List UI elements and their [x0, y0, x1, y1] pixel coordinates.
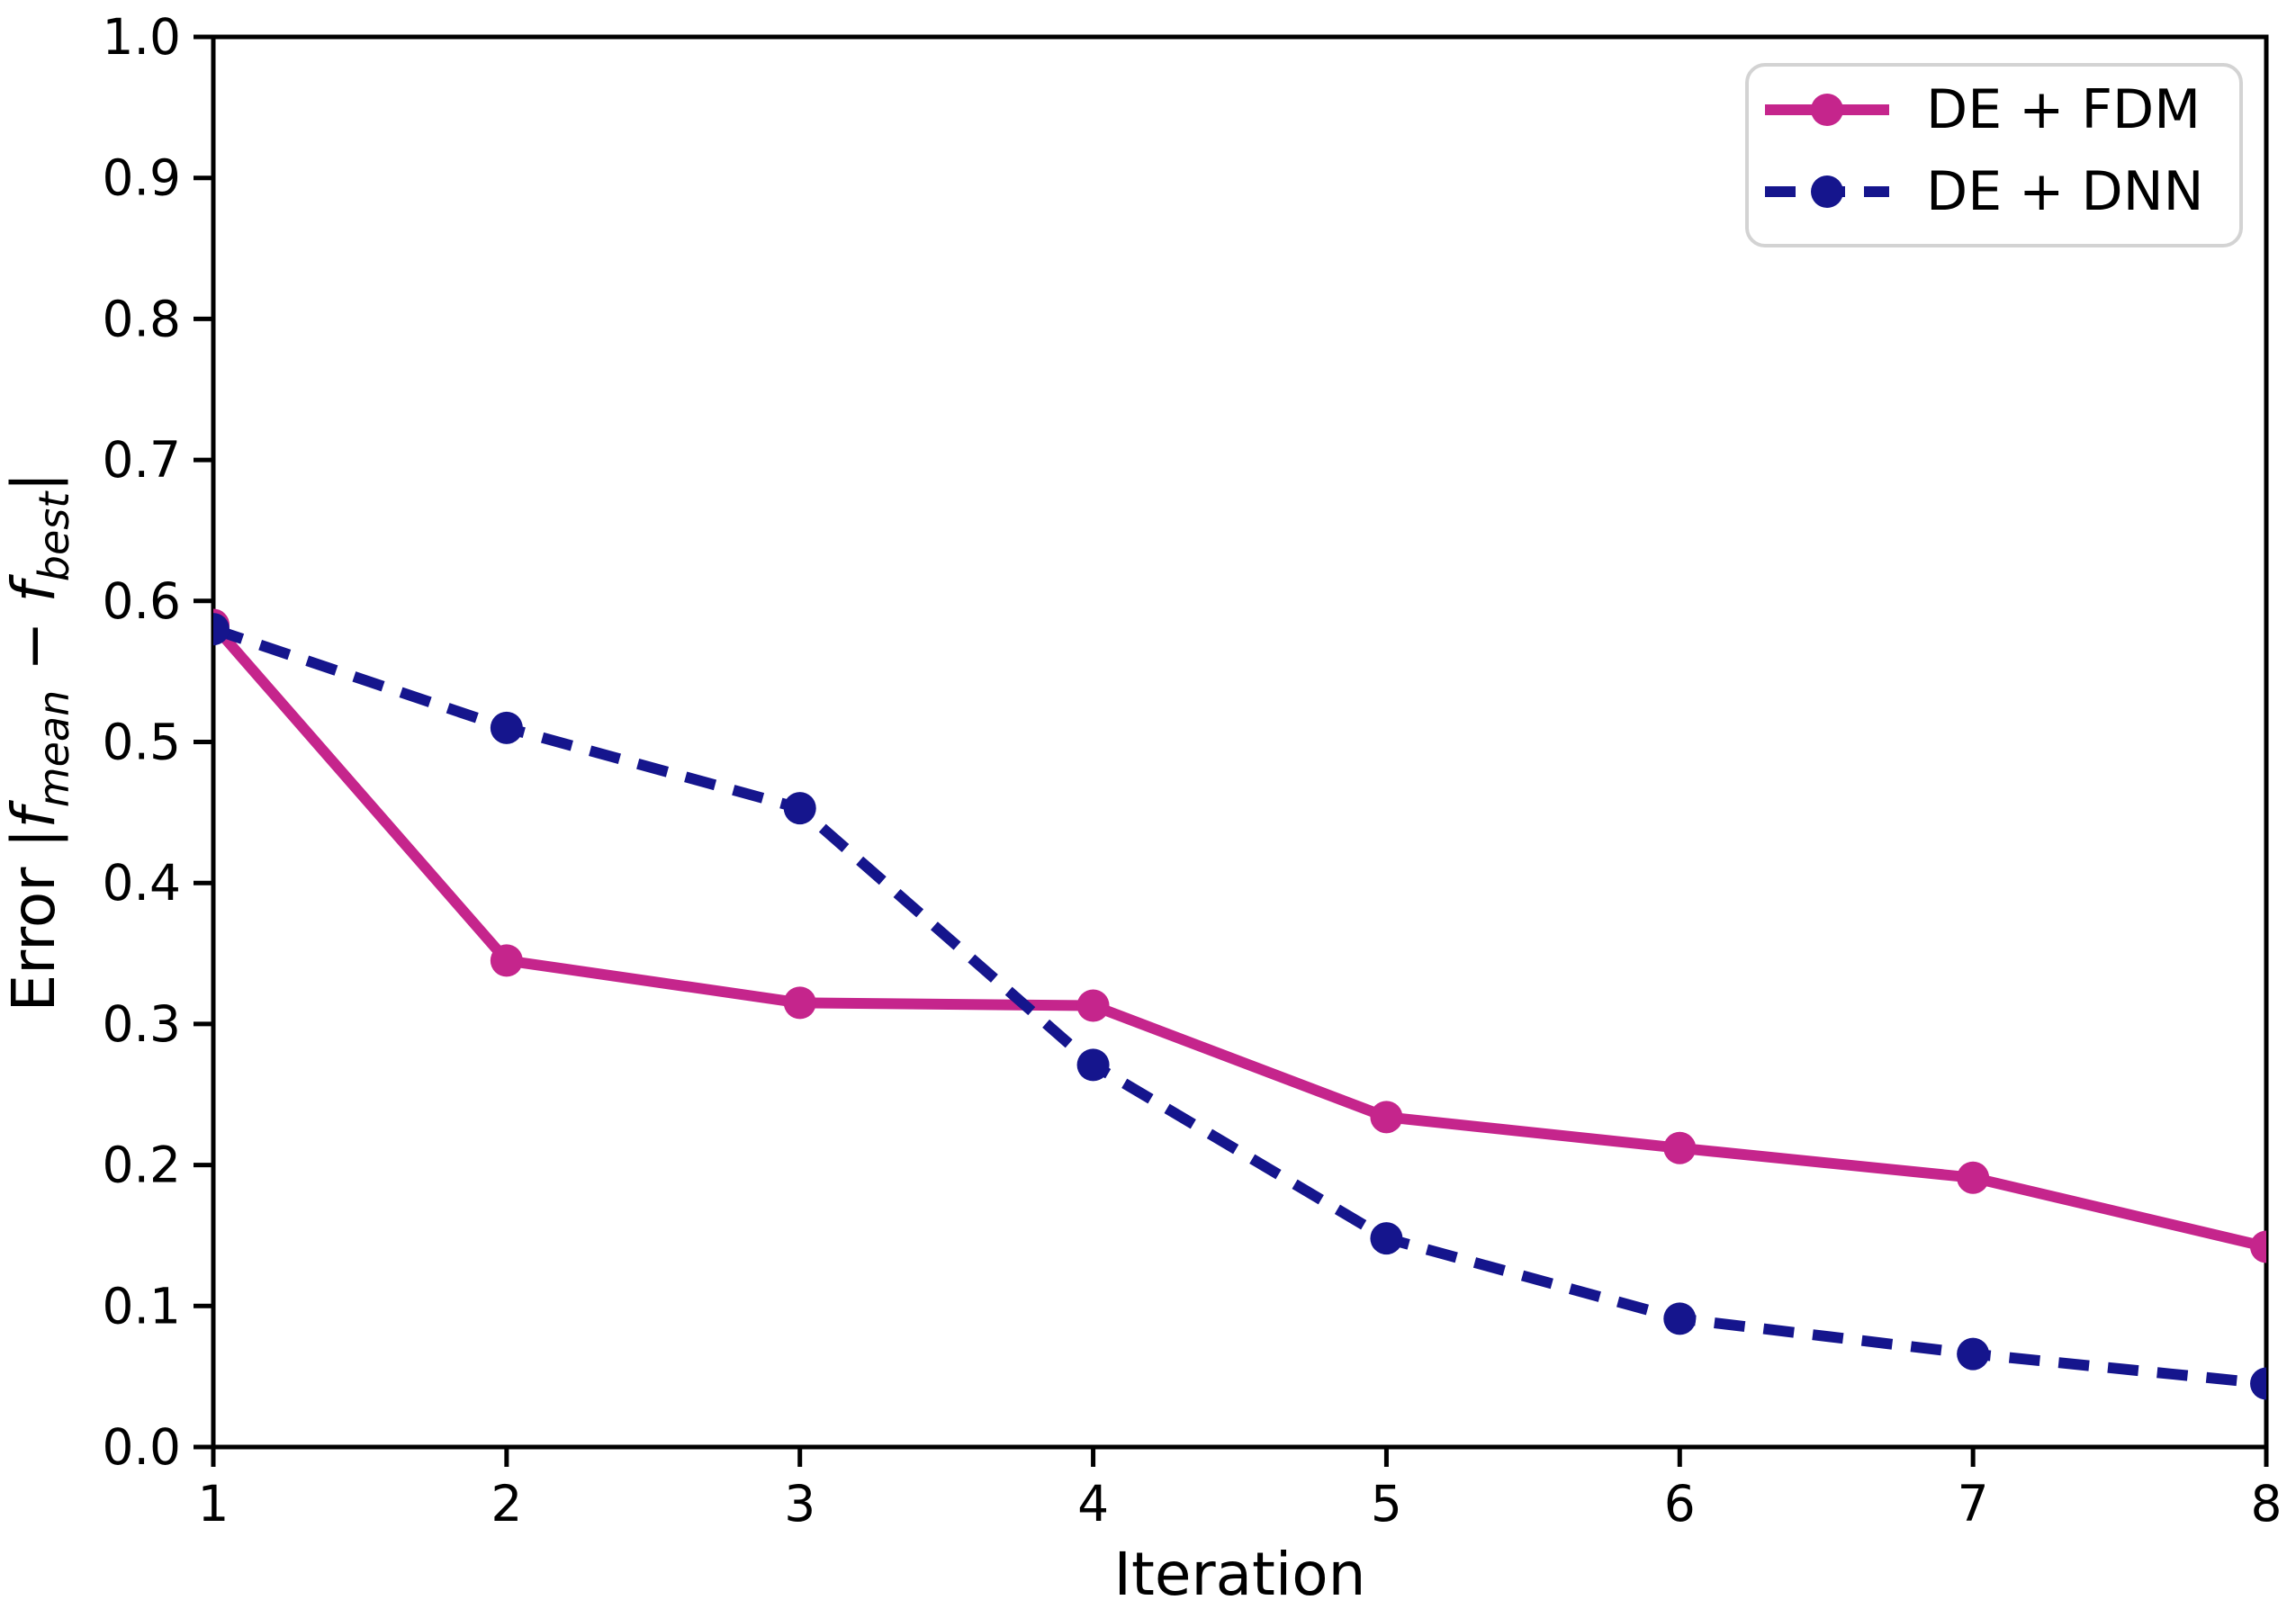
- y-tick-label: 0.3: [103, 995, 181, 1053]
- x-tick-label: 1: [198, 1475, 230, 1533]
- plot-area: [213, 608, 2266, 1400]
- data-point-de-fdm: [1370, 1101, 1403, 1134]
- data-point-de-fdm: [1957, 1161, 1990, 1194]
- y-tick-label: 1.0: [103, 8, 181, 66]
- data-point-de-dnn: [490, 711, 523, 744]
- x-tick-label: 7: [1958, 1475, 1989, 1533]
- data-point-de-fdm: [490, 944, 523, 977]
- legend-item: DE + DNN: [1765, 160, 2204, 223]
- data-point-de-dnn: [2250, 1367, 2266, 1400]
- x-tick-label: 5: [1371, 1475, 1402, 1533]
- y-tick-label: 0.9: [103, 149, 181, 207]
- legend: DE + FDM DE + DNN: [1745, 63, 2243, 247]
- y-tick-label: 0.0: [103, 1418, 181, 1476]
- data-point-de-fdm: [1663, 1131, 1697, 1164]
- y-tick-label: 0.2: [103, 1137, 181, 1194]
- y-tick-label: 0.1: [103, 1277, 181, 1335]
- legend-item: DE + FDM: [1765, 78, 2201, 141]
- legend-marker: [1811, 175, 1843, 208]
- x-tick-label: 3: [784, 1475, 815, 1533]
- data-point-de-dnn: [1076, 1048, 1110, 1082]
- legend-marker: [1811, 94, 1843, 126]
- data-point-de-fdm: [1076, 989, 1110, 1022]
- x-axis-label: Iteration: [1114, 1540, 1366, 1609]
- y-tick-label: 0.7: [103, 431, 181, 489]
- data-point-de-dnn: [1957, 1337, 1990, 1371]
- y-tick-label: 0.5: [103, 714, 181, 771]
- x-tick-label: 2: [491, 1475, 522, 1533]
- x-tick-label: 4: [1077, 1475, 1109, 1533]
- y-axis: 0.0 0.1 0.2 0.3 0.4 0.5 0.6 0.7 0.8 0.9 1.0: [103, 8, 213, 1476]
- x-axis: 1 2 3 4 5 6 7 8: [198, 1447, 2282, 1533]
- y-tick-label: 0.8: [103, 290, 181, 347]
- data-point-de-fdm: [2250, 1230, 2266, 1263]
- legend-label: DE + FDM: [1926, 78, 2201, 141]
- axes-spines: [211, 34, 2269, 1450]
- series-markers-de-fdm: [213, 608, 2266, 1263]
- data-point-de-dnn: [783, 792, 816, 825]
- series-line-de-dnn: [213, 624, 2266, 1389]
- data-point-de-dnn: [1663, 1302, 1697, 1335]
- y-axis-label: Error |fmean − fbest|: [0, 472, 78, 1011]
- y-tick-label: 0.6: [103, 572, 181, 630]
- data-point-de-fdm: [783, 986, 816, 1020]
- series-line-de-fdm: [213, 621, 2266, 1253]
- x-tick-label: 6: [1664, 1475, 1696, 1533]
- data-point-de-dnn: [1370, 1222, 1403, 1255]
- legend-label: DE + DNN: [1926, 160, 2204, 223]
- x-tick-label: 8: [2251, 1475, 2282, 1533]
- data-point-de-dnn: [213, 613, 230, 646]
- series-markers-de-dnn: [213, 613, 2266, 1400]
- y-tick-label: 0.4: [103, 854, 181, 912]
